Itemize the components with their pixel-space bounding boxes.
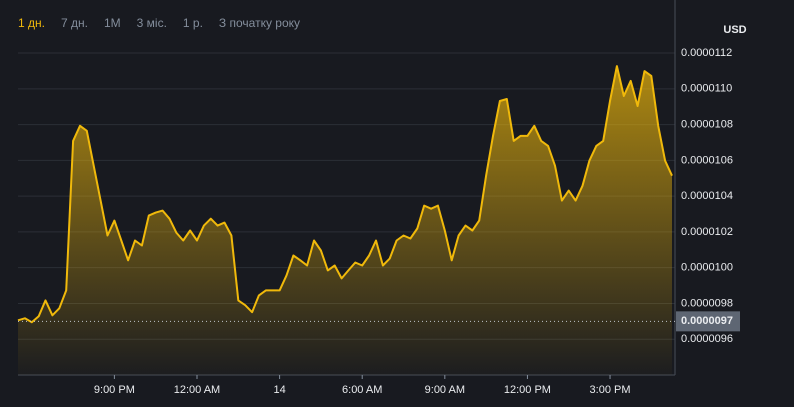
y-tick-label: 0.0000112 [681, 47, 732, 59]
y-tick-label: 0.0000106 [681, 154, 733, 166]
reference-label: 0.0000097 [681, 315, 733, 327]
range-tab[interactable]: 1 дн. [18, 16, 45, 30]
range-tab[interactable]: З початку року [218, 16, 301, 30]
range-tab[interactable]: 7 дн. [60, 16, 88, 30]
range-tab[interactable]: 1 р. [182, 16, 203, 30]
x-tick-label: 3:00 PM [590, 384, 631, 396]
x-tick-label: 12:00 PM [504, 384, 551, 396]
range-tab[interactable]: 3 міс. [136, 16, 167, 30]
price-line [17, 65, 673, 324]
range-tab[interactable]: 1M [103, 16, 121, 30]
reference-label-box [676, 311, 740, 332]
x-tick-label: 9:00 AM [425, 384, 465, 396]
y-tick-label: 0.0000108 [681, 118, 733, 130]
x-tick-label: 9:00 PM [94, 384, 135, 396]
x-tick-label: 6:00 AM [342, 384, 382, 396]
range-tabs: 1 дн. 7 дн. 1M 3 міс. 1 р. З початку року [18, 16, 300, 30]
y-tick-label: 0.0000100 [681, 262, 733, 274]
y-tick-label: 0.0000102 [681, 226, 733, 238]
area-fill [18, 66, 672, 375]
x-tick-label: 14 [273, 384, 285, 396]
currency-label: USD [723, 24, 746, 36]
y-tick-label: 0.0000110 [681, 83, 732, 95]
y-tick-label: 0.0000096 [681, 333, 733, 345]
x-tick-label: 12:00 AM [174, 384, 220, 396]
y-tick-label: 0.0000104 [681, 190, 733, 202]
y-tick-label: 0.0000098 [681, 297, 733, 309]
